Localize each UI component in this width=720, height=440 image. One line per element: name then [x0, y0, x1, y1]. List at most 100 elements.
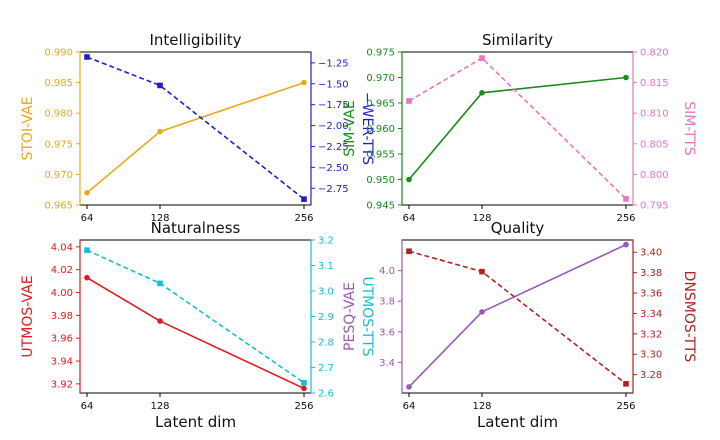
y-tick-label: 0.985 — [44, 78, 73, 89]
data-point — [301, 380, 307, 386]
y2-tick-label: −2.50 — [318, 163, 349, 174]
y2-tick-label: 3.0 — [318, 287, 334, 298]
chart-title: Similarity — [482, 31, 553, 49]
y2-tick-label: 3.30 — [640, 350, 662, 361]
data-point — [623, 196, 629, 202]
y-axis-label: SIM-VAE — [342, 100, 358, 156]
y2-tick-label: 3.1 — [318, 261, 334, 272]
y2-tick-label: 3.38 — [640, 268, 662, 279]
series-line-left — [408, 243, 627, 388]
y2-axis-label: −WER-TTS — [359, 92, 375, 165]
y-tick-label: 3.94 — [51, 357, 73, 368]
data-point — [301, 79, 307, 86]
y-tick-label: 3.98 — [51, 311, 73, 322]
axes-frame — [79, 239, 312, 394]
series-line-left — [408, 76, 627, 181]
y2-axis-label: UTMOS-TTS — [359, 276, 375, 356]
y2-tick-label: 3.32 — [640, 329, 662, 340]
axes-frame — [79, 51, 312, 206]
x-tick-label: 128 — [150, 401, 169, 412]
data-point — [406, 176, 412, 183]
y-tick-label: 4.02 — [51, 265, 73, 276]
series-line-left — [86, 81, 305, 194]
y2-tick-label: 0.820 — [640, 48, 669, 59]
y-tick-label: 0.950 — [366, 175, 395, 186]
y2-tick-label: −2.75 — [318, 184, 349, 195]
data-point — [406, 384, 412, 390]
y2-tick-label: 3.2 — [318, 236, 334, 247]
series-line-right — [86, 56, 305, 200]
y-tick-label: 3.4 — [379, 358, 395, 369]
series-line-left — [86, 276, 305, 390]
y-tick-label: 4.04 — [51, 242, 73, 253]
x-tick-label: 64 — [403, 213, 416, 224]
y2-tick-label: 0.795 — [640, 201, 669, 212]
panel-2: Similarity 64 128 256 0.945 0.950 0.955 0.960 0.… — [342, 31, 697, 224]
y2-tick-label: 3.36 — [640, 289, 662, 300]
y2-tick-label: 0.810 — [640, 109, 669, 120]
panel-1: Intelligibility 64 128 256 0.965 0.970 0.975 0.… — [20, 31, 375, 224]
data-point — [301, 196, 307, 202]
axes-frame — [401, 239, 634, 394]
chart-title: Quality — [491, 219, 545, 237]
x-tick-label: 64 — [81, 401, 94, 412]
x-tick-label: 256 — [616, 401, 635, 412]
x-tick-label: 256 — [294, 401, 313, 412]
x-axis-label: Latent dim — [477, 413, 558, 431]
y2-tick-label: 3.40 — [640, 248, 662, 259]
data-point — [623, 381, 629, 387]
data-point — [157, 128, 163, 135]
y-tick-label: 3.96 — [51, 334, 73, 345]
y2-tick-label: 0.815 — [640, 78, 669, 89]
y-tick-label: 3.8 — [379, 297, 395, 308]
y-axis-label: PESQ-VAE — [342, 282, 358, 351]
y-tick-label: 3.92 — [51, 379, 73, 390]
data-point — [479, 309, 485, 315]
y-tick-label: 3.6 — [379, 327, 395, 338]
chart-title: Intelligibility — [149, 31, 241, 49]
chart-title: Naturalness — [151, 219, 241, 237]
axes-frame — [401, 51, 634, 206]
y-tick-label: 4.00 — [51, 288, 73, 299]
data-point — [84, 247, 90, 253]
x-tick-label: 64 — [403, 401, 416, 412]
y2-tick-label: 3.28 — [640, 370, 662, 381]
y2-axis-label: SIM-TTS — [681, 101, 697, 156]
series-line-right — [86, 249, 305, 384]
y-tick-label: 0.965 — [44, 201, 73, 212]
x-tick-label: 128 — [472, 213, 491, 224]
y-tick-label: 0.965 — [366, 99, 395, 110]
x-tick-label: 256 — [294, 213, 313, 224]
data-point — [84, 54, 90, 60]
y2-tick-label: 0.800 — [640, 170, 669, 181]
y-axis-label: UTMOS-VAE — [20, 275, 36, 357]
y-tick-label: 0.980 — [44, 109, 73, 120]
data-point — [84, 274, 90, 281]
y2-tick-label: −2.00 — [318, 121, 349, 132]
y2-tick-label: 3.34 — [640, 309, 662, 320]
y2-tick-label: −1.50 — [318, 79, 349, 90]
y-tick-label: 0.955 — [366, 150, 395, 161]
data-point — [301, 385, 307, 392]
y-tick-label: 0.975 — [44, 139, 73, 150]
y2-axis-label: DNSMOS-TTS — [681, 271, 697, 363]
series-line-right — [408, 250, 627, 385]
data-point — [84, 189, 90, 196]
y-tick-label: 0.975 — [366, 48, 395, 59]
y2-tick-label: 2.8 — [318, 338, 334, 349]
x-tick-label: 64 — [81, 213, 94, 224]
data-point — [406, 248, 412, 255]
series-line-right — [408, 57, 627, 200]
y2-tick-label: −1.25 — [318, 58, 349, 69]
data-point — [479, 268, 485, 275]
y2-tick-label: −2.25 — [318, 142, 349, 153]
y-tick-label: 0.970 — [366, 73, 395, 84]
y2-tick-label: 2.6 — [318, 389, 334, 400]
y-tick-label: 0.970 — [44, 170, 73, 181]
panel-4: Quality 64 128 256 Latent dim 3.4 3.6 3.8 4.0 PES… — [342, 219, 697, 431]
data-point — [157, 82, 163, 89]
y-tick-label: 0.990 — [44, 48, 73, 59]
data-point — [623, 74, 629, 81]
y-tick-label: 0.960 — [366, 124, 395, 135]
